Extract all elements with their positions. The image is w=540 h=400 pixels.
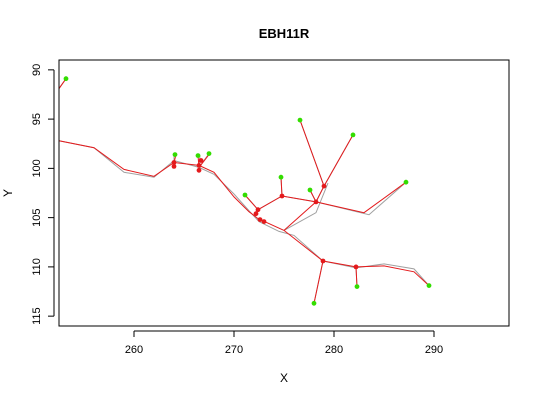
branch-node-13 <box>353 264 359 270</box>
tip-point-0 <box>63 76 69 82</box>
branch-node-12 <box>320 258 326 264</box>
plot-frame <box>58 59 510 327</box>
branch-node-1 <box>171 164 177 169</box>
x-tick-label-260: 260 <box>125 344 143 356</box>
y-axis: 90 95 100 105 110 115 <box>31 64 55 325</box>
tip-point-10 <box>426 283 432 288</box>
branch-node-3 <box>196 167 202 173</box>
branch-node-10 <box>313 199 319 205</box>
y-tick-label-115: 115 <box>31 307 43 325</box>
branch-node-0 <box>171 160 177 165</box>
data-layer <box>58 76 432 306</box>
branch-node-6 <box>253 211 259 217</box>
branch-node-8 <box>261 219 267 225</box>
branch-node-4 <box>198 158 204 163</box>
tip-point-11 <box>311 300 317 306</box>
branch-node-5 <box>255 207 261 213</box>
tip-point-6 <box>297 117 303 123</box>
y-axis-label: Y <box>1 189 15 197</box>
fit-trace-12 <box>313 260 324 304</box>
branch-node-7 <box>257 217 263 223</box>
tip-point-8 <box>350 132 356 138</box>
fit-trace-7 <box>280 177 283 197</box>
y-tick-label-100: 100 <box>31 159 43 177</box>
tip-point-4 <box>242 192 248 198</box>
y-tick-label-105: 105 <box>31 208 43 226</box>
chart-title: EBH11R <box>259 26 310 41</box>
x-axis-label: X <box>280 371 288 385</box>
fit-trace-11 <box>283 201 317 231</box>
raw-trace-11 <box>283 182 329 231</box>
fit-trace-13 <box>355 266 358 287</box>
tip-point-5 <box>278 174 284 180</box>
branch-node-11 <box>321 183 327 189</box>
x-tick-label-280: 280 <box>325 344 343 356</box>
tip-point-12 <box>354 284 360 289</box>
tip-point-1 <box>172 152 178 158</box>
fit-trace-10 <box>323 134 354 187</box>
y-tick-label-90: 90 <box>31 64 43 76</box>
x-tick-label-270: 270 <box>225 344 243 356</box>
y-tick-label-95: 95 <box>31 113 43 125</box>
tip-point-7 <box>307 187 313 193</box>
x-tick-label-290: 290 <box>425 344 443 356</box>
y-tick-label-110: 110 <box>31 258 43 276</box>
branch-node-9 <box>279 193 285 199</box>
x-axis: 260 270 280 290 <box>125 330 443 356</box>
fit-trace-5 <box>244 194 259 211</box>
tip-point-2 <box>195 153 201 159</box>
tip-point-9 <box>403 179 409 185</box>
tip-point-3 <box>206 151 212 157</box>
branch-node-2 <box>196 163 202 168</box>
fit-trace-1 <box>58 140 430 286</box>
